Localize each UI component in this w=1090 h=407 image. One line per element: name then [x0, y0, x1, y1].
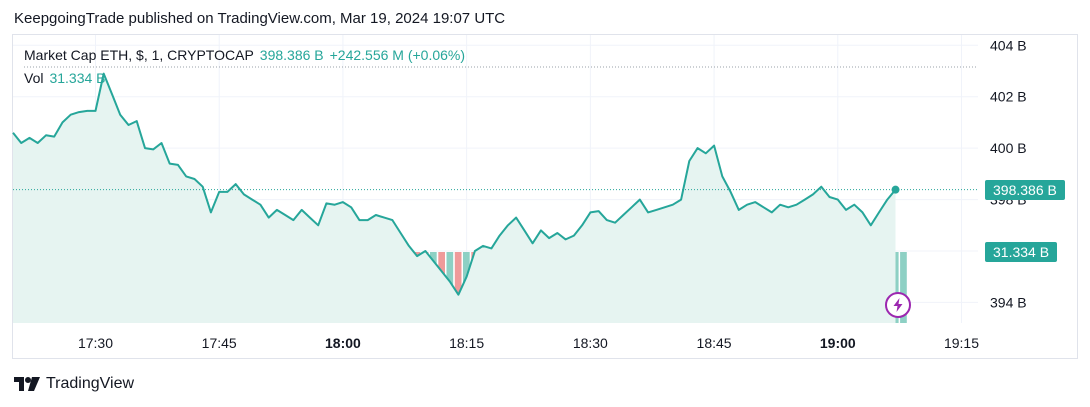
y-tick-label: 402 B — [990, 89, 1027, 105]
y-tick-label: 404 B — [990, 37, 1027, 53]
volume-tag: 31.334 B — [985, 242, 1058, 262]
volume-label: Vol — [24, 70, 44, 86]
publisher-line: KeepgoingTrade published on TradingView.… — [14, 10, 506, 27]
x-tick-label: 18:15 — [449, 335, 484, 351]
chart-frame — [12, 34, 1078, 359]
lightning-icon[interactable] — [885, 292, 911, 318]
x-tick-label: 18:30 — [573, 335, 608, 351]
x-tick-label: 19:15 — [944, 335, 979, 351]
y-tick-label: 400 B — [990, 140, 1027, 156]
legend-price: 398.386 B — [259, 47, 324, 63]
chart-legend[interactable]: Market Cap ETH, $, 1, CRYPTOCAP 398.386 B… — [24, 47, 465, 63]
x-tick-label: 18:00 — [325, 335, 361, 351]
price-line — [12, 72, 897, 296]
volume-bar — [900, 252, 907, 323]
last-price-dot — [891, 185, 900, 194]
tradingview-logo[interactable]: TradingView — [14, 375, 134, 393]
tradingview-brand-text: TradingView — [46, 375, 135, 392]
time-axis[interactable]: 17:30 17:45 18:00 18:15 18:30 18:45 19:00 19:15 — [78, 335, 979, 351]
x-tick-label: 19:00 — [820, 335, 856, 351]
volume-legend-value: 31.334 B — [49, 70, 106, 86]
volume-legend[interactable]: Vol 31.334 B — [24, 70, 106, 86]
x-tick-label: 17:45 — [202, 335, 237, 351]
x-tick-label: 17:30 — [78, 335, 113, 351]
x-tick-label: 18:45 — [697, 335, 732, 351]
y-tick-label: 394 B — [990, 294, 1027, 310]
last-price-tag: 398.386 B — [985, 179, 1065, 200]
symbol-title: Market Cap ETH, $, 1, CRYPTOCAP — [24, 47, 254, 63]
volume-bar — [454, 252, 462, 323]
price-area — [13, 73, 896, 323]
tradingview-logo-icon — [14, 377, 40, 391]
legend-change: +242.556 M (+0.06%) — [329, 47, 466, 63]
